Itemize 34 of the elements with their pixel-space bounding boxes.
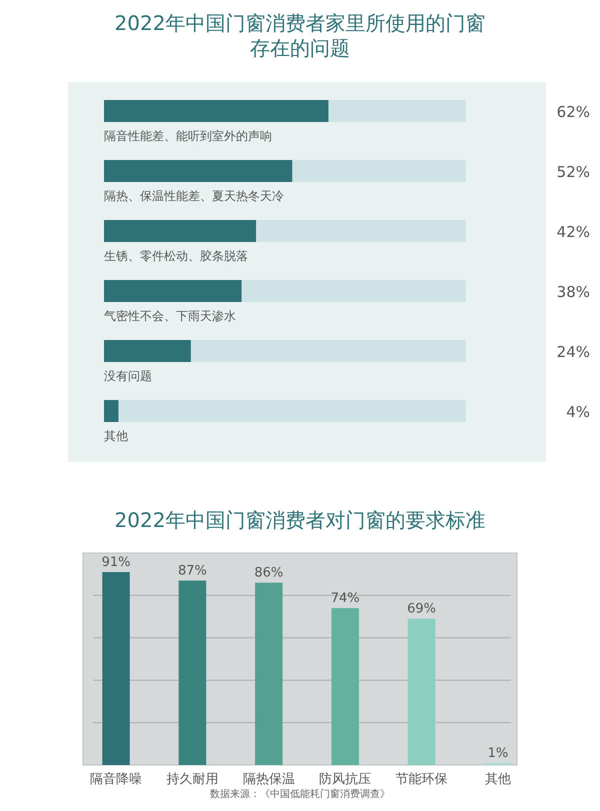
category-label: 隔音性能差、能听到室外的声响 — [104, 129, 272, 143]
data-label: 38% — [556, 283, 590, 301]
data-label: 4% — [566, 403, 590, 421]
data-label: 52% — [556, 163, 590, 181]
data-label: 1% — [488, 746, 508, 761]
data-label: 74% — [330, 591, 360, 606]
data-label: 24% — [556, 343, 590, 361]
bar — [104, 340, 191, 362]
x-tick-label: 防风抗压 — [319, 772, 372, 787]
x-tick-label: 隔热保温 — [242, 772, 295, 787]
bar — [408, 618, 436, 765]
x-tick-label: 隔音降噪 — [90, 772, 142, 787]
x-tick-label: 其他 — [484, 772, 511, 787]
source-note: 数据来源：《中国低能耗门窗消费调查》 — [210, 788, 390, 800]
category-label: 气密性不会、下雨天渗水 — [104, 309, 236, 323]
data-label: 87% — [178, 564, 207, 579]
data-label: 91% — [102, 555, 130, 570]
x-tick-label: 持久耐用 — [166, 772, 218, 787]
bar — [331, 608, 359, 765]
data-label: 86% — [254, 566, 284, 581]
bar — [102, 572, 130, 765]
category-label: 其他 — [104, 429, 128, 443]
chart-title: 2022年中国门窗消费者家里所使用的门窗存在的问题 — [114, 11, 486, 60]
bar — [104, 400, 118, 422]
data-label: 69% — [407, 602, 436, 617]
data-label: 42% — [556, 223, 590, 241]
category-label: 隔热、保温性能差、夏天热冬天冷 — [104, 189, 284, 203]
data-label: 62% — [556, 103, 590, 121]
category-label: 没有问题 — [104, 369, 152, 383]
x-tick-label: 节能环保 — [396, 772, 448, 787]
chart-title: 2022年中国门窗消费者对门窗的要求标准 — [114, 508, 486, 532]
bar — [178, 580, 206, 765]
category-label: 生锈、零件松动、胶条脱落 — [104, 249, 248, 263]
bar — [255, 582, 283, 765]
